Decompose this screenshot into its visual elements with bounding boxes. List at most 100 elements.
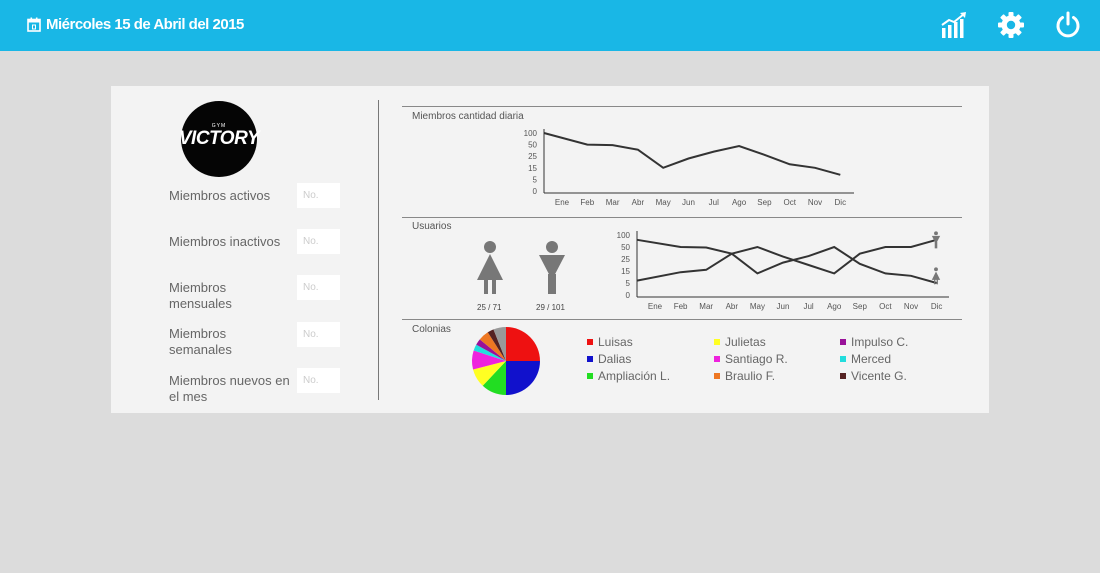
y-tick-label: 5 — [533, 175, 538, 184]
logo-main-text: VICTORY — [178, 128, 260, 149]
y-tick-label: 0 — [533, 187, 538, 196]
logo-small-text: GYM — [211, 123, 227, 129]
y-tick-label: 0 — [626, 291, 631, 300]
pie-slice-braulio-f- — [479, 332, 506, 361]
y-tick-label: 100 — [524, 129, 538, 138]
x-tick-label: Sep — [853, 302, 868, 311]
power-icon[interactable] — [1054, 11, 1082, 39]
x-tick-label: Mar — [606, 198, 620, 207]
gym-logo: GYM VICTORY — [178, 101, 260, 177]
y-tick-label: 50 — [528, 141, 537, 150]
legend-label: Dalias — [598, 352, 632, 366]
gear-icon[interactable] — [997, 11, 1025, 39]
pie-slice-impulso-c- — [476, 339, 506, 361]
stat-label-new: Miembros nuevos en el mes — [169, 373, 290, 404]
stat-input-active[interactable] — [297, 183, 340, 208]
x-tick-label: Abr — [726, 302, 739, 311]
x-tick-label: Mar — [699, 302, 713, 311]
legend-swatch — [714, 356, 720, 362]
x-tick-label: Jun — [777, 302, 790, 311]
colonies-pie-chart — [471, 327, 540, 395]
x-tick-label: May — [750, 302, 765, 311]
legend-item: Dalias — [587, 352, 631, 366]
vertical-divider — [378, 100, 379, 400]
legend-label: Julietas — [725, 335, 766, 349]
x-tick-label: Ene — [648, 302, 663, 311]
x-tick-label: Nov — [808, 198, 822, 207]
x-tick-label: Jul — [709, 198, 719, 207]
section-divider-colonies — [402, 319, 962, 320]
stat-label-weekly: Miembros semanales — [169, 326, 232, 357]
top-bar: Miércoles 15 de Abril del 2015 — [0, 0, 1100, 51]
x-tick-label: Nov — [904, 302, 918, 311]
section-title-colonies: Colonias — [412, 324, 451, 335]
y-tick-label: 5 — [626, 279, 631, 288]
x-tick-label: Ago — [732, 198, 747, 207]
y-tick-label: 25 — [621, 255, 630, 264]
x-tick-label: Feb — [580, 198, 594, 207]
stat-label-monthly: Miembros mensuales — [169, 280, 232, 311]
legend-item: Merced — [840, 352, 891, 366]
pie-slice-ampliaci-n-l- — [482, 361, 506, 395]
legend-label: Impulso C. — [851, 335, 909, 349]
stat-input-inactive[interactable] — [297, 229, 340, 254]
legend-swatch — [840, 356, 846, 362]
legend-label: Braulio F. — [725, 369, 776, 383]
stat-input-new[interactable] — [297, 368, 340, 393]
male-count: 29 / 101 — [536, 303, 565, 312]
legend-item: Vicente G. — [840, 369, 907, 383]
y-tick-label: 50 — [621, 243, 630, 252]
dashboard-panel: GYM VICTORY Miembros activos Miembros in… — [111, 86, 989, 413]
legend-swatch — [587, 356, 593, 362]
legend-item: Julietas — [714, 335, 766, 349]
series-line-0 — [636, 238, 937, 284]
y-tick-label: 15 — [621, 267, 630, 276]
series-line-1 — [636, 238, 937, 282]
legend-swatch — [840, 373, 846, 379]
legend-swatch — [840, 339, 846, 345]
series-line-0 — [543, 132, 841, 176]
x-tick-label: Jun — [682, 198, 695, 207]
legend-item: Santiago R. — [714, 352, 788, 366]
male-legend-icon — [931, 231, 941, 249]
legend-item: Braulio F. — [714, 369, 775, 383]
x-tick-label: May — [656, 198, 671, 207]
stats-icon[interactable] — [940, 11, 968, 39]
legend-item: Impulso C. — [840, 335, 908, 349]
x-tick-label: Sep — [757, 198, 772, 207]
pie-slice-merced — [473, 344, 506, 361]
legend-label: Luisas — [598, 335, 633, 349]
legend-label: Vicente G. — [851, 369, 907, 383]
male-icon — [539, 241, 565, 294]
pie-slice-julietas — [473, 361, 506, 386]
legend-label: Ampliación L. — [598, 369, 671, 383]
x-tick-label: Oct — [783, 198, 796, 207]
legend-swatch — [714, 373, 720, 379]
female-legend-icon — [931, 267, 941, 285]
x-tick-label: Dic — [931, 302, 943, 311]
calendar-icon — [27, 17, 41, 32]
female-count: 25 / 71 — [477, 303, 502, 312]
female-icon — [477, 241, 503, 294]
x-tick-label: Jul — [803, 302, 813, 311]
legend-item: Luisas — [587, 335, 633, 349]
pie-slice-luisas — [506, 327, 540, 361]
x-tick-label: Abr — [632, 198, 645, 207]
section-title-daily: Miembros cantidad diaria — [412, 111, 524, 122]
y-tick-label: 25 — [528, 152, 537, 161]
x-tick-label: Feb — [674, 302, 688, 311]
x-tick-label: Oct — [879, 302, 892, 311]
stat-input-monthly[interactable] — [297, 275, 340, 300]
x-tick-label: Ago — [827, 302, 842, 311]
legend-label: Santiago R. — [725, 352, 788, 366]
section-divider-users — [402, 217, 962, 218]
legend-label: Merced — [851, 352, 892, 366]
date-display: Miércoles 15 de Abril del 2015 — [27, 16, 244, 33]
y-tick-label: 100 — [617, 231, 631, 240]
legend-item: Ampliación L. — [587, 369, 670, 383]
date-text: Miércoles 15 de Abril del 2015 — [46, 16, 244, 33]
x-tick-label: Dic — [835, 198, 847, 207]
stat-input-weekly[interactable] — [297, 322, 340, 347]
